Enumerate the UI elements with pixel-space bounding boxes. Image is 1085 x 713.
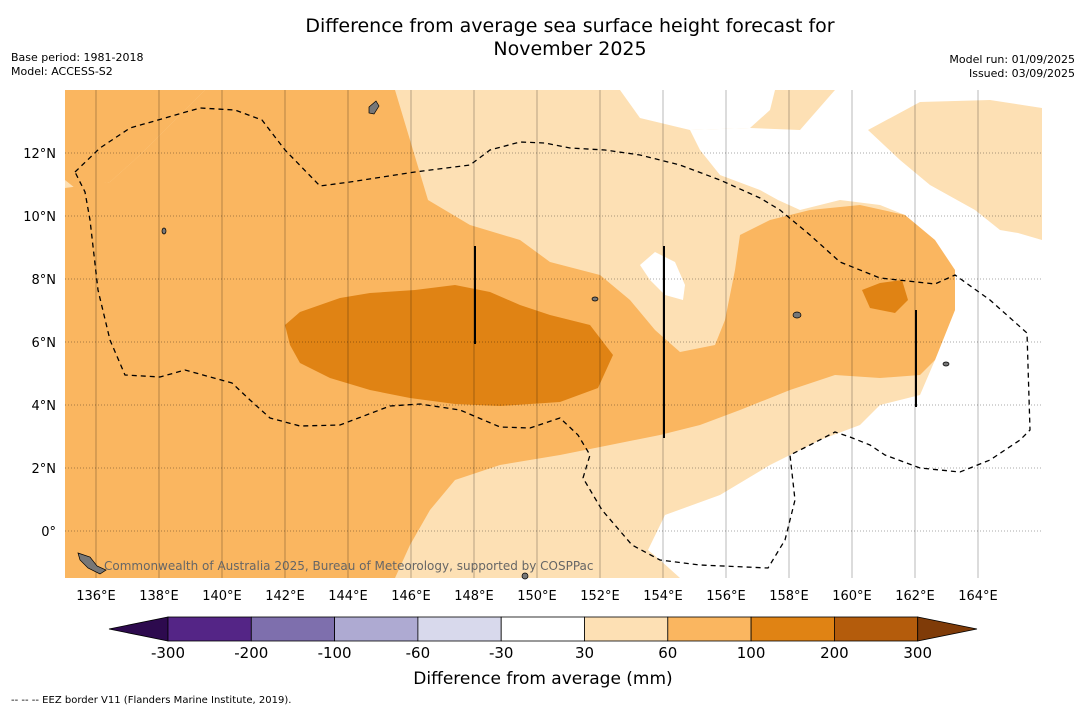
colorbar-swatch: [334, 616, 419, 642]
colorbar-tick-label: 100: [737, 644, 766, 662]
colorbar-swatch: [584, 616, 669, 642]
lat-tick-label: 4°N: [32, 399, 57, 414]
lat-tick-label: 10°N: [23, 210, 56, 225]
lon-tick-label: 140°E: [202, 589, 242, 604]
island-c: [161, 227, 167, 235]
lon-tick-label: 156°E: [706, 589, 746, 604]
field-60-100-nw: [65, 90, 205, 188]
field-100-200-east: [862, 280, 908, 313]
lat-tick-label: 12°N: [23, 147, 56, 162]
colorbar-extend-min: [108, 616, 169, 642]
credit-text: Commonwealth of Australia 2025, Bureau o…: [104, 559, 594, 573]
colorbar-tick-label: -300: [151, 644, 185, 662]
colorbar-tick-label: -200: [234, 644, 268, 662]
colorbar-swatch: [500, 616, 585, 642]
colorbar-swatch: [250, 616, 336, 642]
lon-tick-label: 154°E: [643, 589, 683, 604]
colorbar-swatch: [167, 616, 252, 642]
meta-left: Base period: 1981-2018 Model: ACCESS-S2: [11, 51, 143, 79]
field-neutral-north: [620, 90, 775, 130]
island-b: [792, 311, 802, 319]
title-line-1: Difference from average sea surface heig…: [305, 15, 835, 37]
colorbar: -300 -200 -100 -60 -30 30 60 100 200 300: [108, 616, 978, 662]
map-title: Difference from average sea surface heig…: [0, 15, 1085, 61]
field-neutral-east: [648, 90, 1042, 578]
island-e: [591, 296, 599, 302]
lat-tick-labels: 12°N 10°N 8°N 6°N 4°N 2°N 0°: [23, 147, 56, 540]
lon-tick-label: 158°E: [769, 589, 809, 604]
meta-right: Model run: 01/09/2025 Issued: 03/09/2025: [949, 53, 1075, 81]
lon-tick-label: 148°E: [454, 589, 494, 604]
colorbar-tick-label: -60: [406, 644, 431, 662]
colorbar-tick-label: -30: [489, 644, 514, 662]
colorbar-swatch: [417, 616, 502, 642]
colorbar-tick-label: -100: [318, 644, 352, 662]
parallels: [65, 152, 1042, 532]
field-neutral-pocket: [640, 252, 685, 300]
colorbar-swatch: [834, 616, 919, 642]
colorbar-title: Difference from average (mm): [413, 669, 672, 689]
lat-tick-label: 0°: [41, 525, 56, 540]
colorbar-swatch: [750, 616, 835, 642]
issued-date: Issued: 03/09/2025: [968, 67, 1075, 80]
lon-tick-label: 136°E: [76, 589, 116, 604]
lon-tick-label: 138°E: [139, 589, 179, 604]
title-line-2: November 2025: [493, 38, 647, 60]
lat-tick-label: 2°N: [32, 462, 57, 477]
contour-fields: [65, 90, 1042, 578]
lon-tick-label: 152°E: [580, 589, 620, 604]
colorbar-tick-label: 60: [658, 644, 677, 662]
lon-tick-label: 142°E: [265, 589, 305, 604]
colorbar-tick-label: 200: [820, 644, 849, 662]
footer-note: -- -- -- EEZ border V11 (Flanders Marine…: [11, 695, 292, 706]
island-f: [77, 552, 107, 575]
colorbar-extend-max: [917, 616, 978, 642]
lon-tick-label: 160°E: [832, 589, 872, 604]
lon-tick-label: 164°E: [958, 589, 998, 604]
lon-tick-label: 162°E: [895, 589, 935, 604]
lon-tick-labels: 136°E 138°E 140°E 142°E 144°E 146°E 148°E 150°E…: [76, 589, 998, 604]
lon-tick-label: 146°E: [391, 589, 431, 604]
island-g: [521, 572, 529, 580]
colorbar-tick-label: 30: [575, 644, 594, 662]
eez-border: [74, 107, 1031, 569]
model-run: Model run: 01/09/2025: [949, 53, 1075, 66]
island-a: [368, 100, 380, 115]
lat-tick-label: 8°N: [32, 273, 57, 288]
field-100-200-west: [285, 285, 613, 406]
lat-tick-label: 6°N: [32, 336, 57, 351]
base-period: Base period: 1981-2018: [11, 51, 144, 64]
transect-bars: [474, 246, 917, 438]
colorbar-swatch: [667, 616, 752, 642]
colorbar-tick-label: 300: [903, 644, 932, 662]
island-d: [942, 361, 950, 367]
islands: [77, 100, 950, 580]
lon-tick-label: 150°E: [517, 589, 557, 604]
model-name: Model: ACCESS-S2: [11, 65, 113, 78]
lon-tick-label: 144°E: [328, 589, 368, 604]
